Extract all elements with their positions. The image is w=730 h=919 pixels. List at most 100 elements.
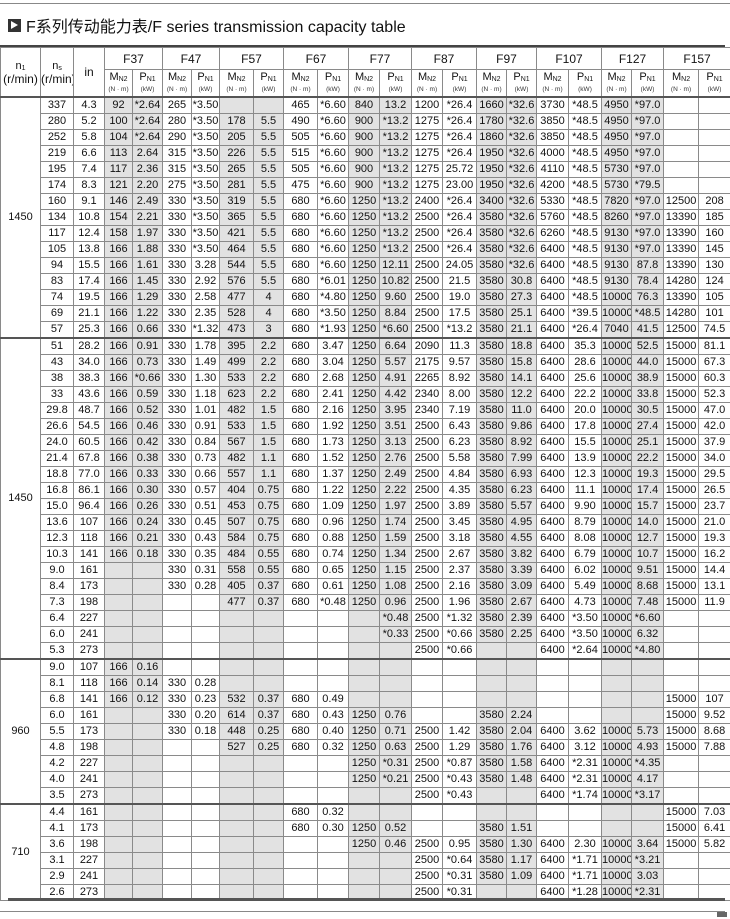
torque-cell-f77: 1250 <box>348 321 380 339</box>
torque-cell-f67: 680 <box>283 482 318 499</box>
power-cell-f157 <box>698 161 730 178</box>
torque-cell-f67: 680 <box>283 418 318 435</box>
power-cell-f77: 3.13 <box>379 434 412 451</box>
power-cell-f157: 145 <box>698 241 730 258</box>
torque-cell-f67: 680 <box>283 257 318 274</box>
power-cell-f57: 5.5 <box>253 257 284 274</box>
power-cell-f37: 2.49 <box>132 193 163 210</box>
torque-cell-f57: 533 <box>219 418 254 435</box>
power-cell-f57: 5.5 <box>253 241 284 258</box>
torque-cell-f157: 15000 <box>663 803 700 821</box>
torque-cell-f107: 6400 <box>536 402 569 419</box>
torque-cell-f87 <box>411 707 443 724</box>
power-cell-f157: 101 <box>698 305 730 322</box>
ns-sub: s <box>58 64 62 72</box>
power-cell-f127: 41.5 <box>631 321 665 339</box>
p-sub: N1 <box>332 75 342 83</box>
torque-cell-f67: 680 <box>283 241 318 258</box>
torque-cell-f157: 15000 <box>663 370 700 387</box>
table-row: 1450 337 4.3 92 *2.64 265 *3.50 465 *6.60 840 13.2… <box>0 96 730 339</box>
output-speed-cell: 12.3 <box>40 530 74 547</box>
torque-cell-f87: 2500 <box>411 321 443 339</box>
table-row: 8.1 118 166 0.14 330 0.28 <box>1 675 730 692</box>
power-cell-f47: 3.28 <box>191 257 220 274</box>
torque-cell-f77 <box>348 658 380 676</box>
power-cell-f77: 9.60 <box>379 289 412 306</box>
power-cell-f47: 0.45 <box>191 514 220 531</box>
torque-cell-f157: 15000 <box>663 498 700 515</box>
output-speed-cell: 174 <box>40 177 74 194</box>
torque-cell-f37: 166 <box>104 434 133 451</box>
torque-cell-f37: 166 <box>104 658 133 676</box>
torque-header: MN2 (N · m) <box>536 69 569 98</box>
input-speed-cell: 710 <box>0 803 41 901</box>
power-cell-f47: *3.50 <box>191 225 220 242</box>
torque-cell-f157: 15000 <box>663 820 700 837</box>
power-header: PN1 (kW) <box>132 69 163 98</box>
torque-header: MN2 (N · m) <box>219 69 254 98</box>
power-cell-f157: 67.3 <box>698 354 730 371</box>
power-cell-f87: 2.37 <box>442 562 477 579</box>
power-cell-f87: 1.29 <box>442 739 477 756</box>
power-cell-f97: 4.95 <box>506 514 537 531</box>
power-cell-f37: 0.12 <box>132 691 163 708</box>
power-cell-f37: 1.22 <box>132 305 163 322</box>
power-cell-f107: *1.71 <box>567 852 603 869</box>
power-cell-f87 <box>442 691 477 708</box>
torque-cell-f37: 121 <box>104 177 133 194</box>
torque-header: MN2 (N · m) <box>104 69 133 98</box>
table-row: 24.0 60.5 166 0.42 330 0.84 567 1.5 680 1.73 1250 3… <box>1 434 730 451</box>
table-row: 5.3 273 2500 *0.66 6400 *2.64 10000 *4.80 <box>1 642 730 660</box>
torque-cell-f97: 3580 <box>476 498 507 515</box>
power-cell-f67: 0.40 <box>317 723 349 740</box>
torque-cell-f67: 680 <box>283 530 318 547</box>
ratio-cell: 21.1 <box>73 305 105 322</box>
table-row: 280 5.2 100 *2.64 280 *3.50 178 5.5 490 *6.60 900 *… <box>1 113 730 130</box>
torque-cell-f67: 680 <box>283 691 318 708</box>
power-cell-f87 <box>442 820 477 837</box>
power-cell-f57: 4 <box>253 289 284 306</box>
torque-cell-f67: 680 <box>283 578 318 595</box>
torque-cell-f47: 330 <box>162 562 192 579</box>
power-cell-f67: *6.60 <box>317 209 349 226</box>
power-cell-f57: 0.25 <box>253 739 284 756</box>
power-cell-f77: 3.51 <box>379 418 412 435</box>
power-cell-f127: *97.0 <box>631 96 665 114</box>
torque-cell-f67: 680 <box>283 820 318 837</box>
power-cell-f37: 1.45 <box>132 273 163 290</box>
torque-cell-f97 <box>476 803 507 821</box>
torque-cell-f37: 166 <box>104 289 133 306</box>
power-cell-f87: *0.66 <box>442 626 477 643</box>
power-cell-f157: 16.2 <box>698 546 730 563</box>
power-cell-f107 <box>567 803 603 821</box>
power-cell-f107: 4.73 <box>567 594 603 611</box>
torque-cell-f127: 10000 <box>601 289 633 306</box>
m-unit: (N · m) <box>290 85 311 93</box>
p-label: P <box>451 70 459 83</box>
m-unit: (N · m) <box>226 85 247 93</box>
power-cell-f107: *48.5 <box>567 241 603 258</box>
power-cell-f87: 6.43 <box>442 418 477 435</box>
torque-cell-f157: 15000 <box>663 530 700 547</box>
torque-cell-f57 <box>219 884 254 901</box>
torque-cell-f77: 1250 <box>348 354 380 371</box>
torque-cell-f47 <box>162 626 192 643</box>
torque-cell-f97: 3400 <box>476 193 507 210</box>
torque-cell-f127: 10000 <box>601 434 633 451</box>
output-speed-cell: 9.0 <box>40 562 74 579</box>
power-cell-f67: *6.60 <box>317 193 349 210</box>
header-in: in <box>73 47 105 98</box>
power-cell-f47: *3.50 <box>191 161 220 178</box>
power-cell-f37: 0.18 <box>132 546 163 563</box>
torque-cell-f57: 623 <box>219 386 254 403</box>
power-cell-f67: 0.65 <box>317 562 349 579</box>
output-speed-cell: 4.1 <box>40 820 74 837</box>
ratio-cell: 6.6 <box>73 145 105 162</box>
torque-cell-f157 <box>663 868 700 885</box>
ratio-cell: 10.8 <box>73 209 105 226</box>
torque-cell-f37 <box>104 642 133 660</box>
power-cell-f37 <box>132 755 163 772</box>
torque-cell-f47 <box>162 594 192 611</box>
power-cell-f77: 2.22 <box>379 482 412 499</box>
torque-cell-f47 <box>162 755 192 772</box>
